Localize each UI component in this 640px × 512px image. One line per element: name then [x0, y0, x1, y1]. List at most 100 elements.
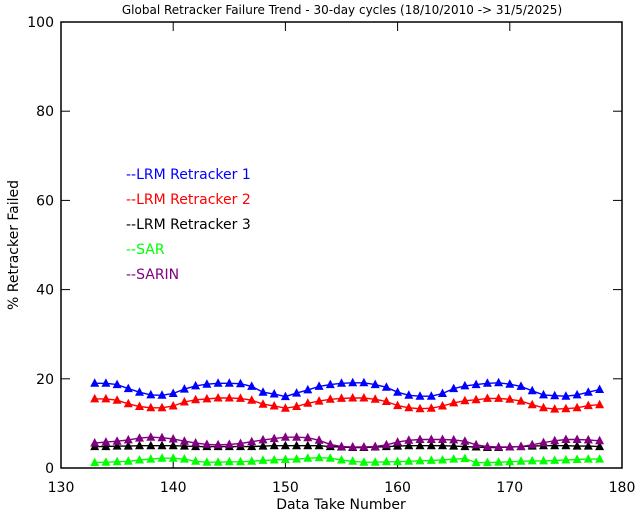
data-point — [494, 442, 504, 451]
data-point — [449, 397, 459, 407]
data-point — [236, 456, 245, 466]
data-point — [415, 434, 425, 443]
data-point — [527, 385, 537, 395]
x-tick-label: 150 — [272, 480, 299, 496]
data-point — [247, 456, 257, 465]
series-line — [94, 397, 600, 410]
data-point — [90, 438, 100, 447]
data-point — [292, 401, 302, 410]
data-point — [101, 437, 111, 446]
data-point — [146, 440, 156, 450]
data-point — [191, 394, 201, 404]
data-point — [505, 379, 515, 388]
data-point — [393, 456, 403, 466]
data-point — [438, 455, 447, 464]
data-point — [471, 439, 481, 449]
data-point — [595, 399, 605, 409]
y-tick-label: 80 — [36, 104, 54, 120]
data-point — [415, 440, 425, 450]
data-point — [258, 434, 268, 444]
data-point — [258, 399, 268, 408]
data-point — [123, 456, 133, 465]
data-point — [224, 378, 234, 387]
data-point — [359, 377, 369, 387]
x-tick-label: 160 — [384, 480, 411, 496]
data-point — [539, 455, 548, 465]
data-point — [381, 382, 391, 391]
data-point — [236, 438, 245, 447]
data-point — [292, 432, 302, 441]
data-point — [516, 396, 526, 405]
data-point — [236, 393, 245, 402]
data-point — [426, 434, 436, 443]
data-point — [572, 402, 582, 412]
data-point — [449, 441, 459, 450]
data-point — [146, 402, 156, 412]
data-point — [101, 457, 111, 466]
data-point — [426, 403, 436, 412]
data-point — [404, 456, 414, 465]
data-point — [460, 380, 470, 390]
data-point — [449, 454, 459, 463]
data-point — [168, 453, 178, 462]
data-point — [314, 396, 324, 405]
data-point — [482, 378, 492, 387]
series-line — [94, 456, 600, 464]
data-point — [280, 391, 290, 401]
axis-ticks: 130 140 150 160 170 180 0 20 40 60 80 100 — [27, 15, 635, 496]
data-point — [539, 402, 548, 412]
data-point — [393, 437, 403, 446]
x-tick-label: 130 — [48, 480, 75, 496]
data-point — [258, 441, 268, 450]
data-point — [123, 441, 133, 450]
legend: --LRM Retracker 1 --LRM Retracker 2 --LRM … — [126, 167, 251, 283]
data-point — [213, 457, 223, 466]
data-point — [516, 456, 526, 465]
data-point — [112, 436, 122, 445]
data-point — [314, 452, 324, 462]
data-point — [370, 457, 380, 466]
data-point — [90, 378, 100, 387]
data-point — [516, 381, 526, 390]
data-point — [146, 454, 156, 463]
data-point — [303, 398, 313, 407]
data-point — [135, 401, 144, 410]
series-line — [94, 436, 600, 448]
data-point — [595, 441, 605, 451]
y-tick-label: 20 — [36, 372, 54, 388]
data-point — [449, 383, 459, 393]
data-point — [325, 453, 335, 462]
data-point — [348, 456, 358, 465]
legend-item: --LRM Retracker 2 — [126, 192, 251, 208]
data-point — [168, 401, 178, 410]
series-3 — [90, 452, 605, 467]
data-point — [179, 436, 189, 445]
data-point — [179, 441, 189, 450]
data-point — [202, 439, 212, 448]
data-point — [404, 440, 414, 450]
data-point — [247, 395, 257, 404]
data-point — [438, 388, 447, 397]
data-point — [482, 393, 492, 402]
data-point — [595, 435, 605, 445]
data-point — [348, 442, 358, 451]
x-tick-label: 170 — [496, 480, 523, 496]
data-point — [348, 393, 358, 402]
data-point — [460, 395, 470, 405]
data-point — [213, 439, 223, 449]
data-point — [280, 432, 290, 441]
data-point — [438, 401, 447, 410]
data-point — [168, 434, 178, 443]
data-point — [337, 378, 346, 387]
data-point — [404, 435, 414, 444]
series-4 — [90, 432, 605, 451]
y-tick-label: 100 — [27, 15, 54, 31]
data-point — [561, 434, 571, 443]
data-point — [157, 453, 167, 462]
data-point — [90, 457, 100, 467]
data-point — [202, 379, 212, 388]
data-point — [583, 434, 593, 444]
data-point — [572, 434, 582, 443]
data-point — [213, 378, 223, 387]
data-point — [438, 440, 447, 450]
